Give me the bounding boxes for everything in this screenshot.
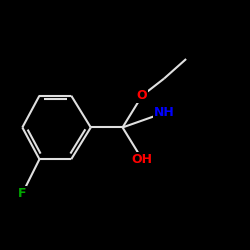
Text: OH: OH [132,153,152,166]
Text: O: O [137,89,147,102]
Text: NH: NH [154,106,174,119]
Text: F: F [18,187,26,200]
